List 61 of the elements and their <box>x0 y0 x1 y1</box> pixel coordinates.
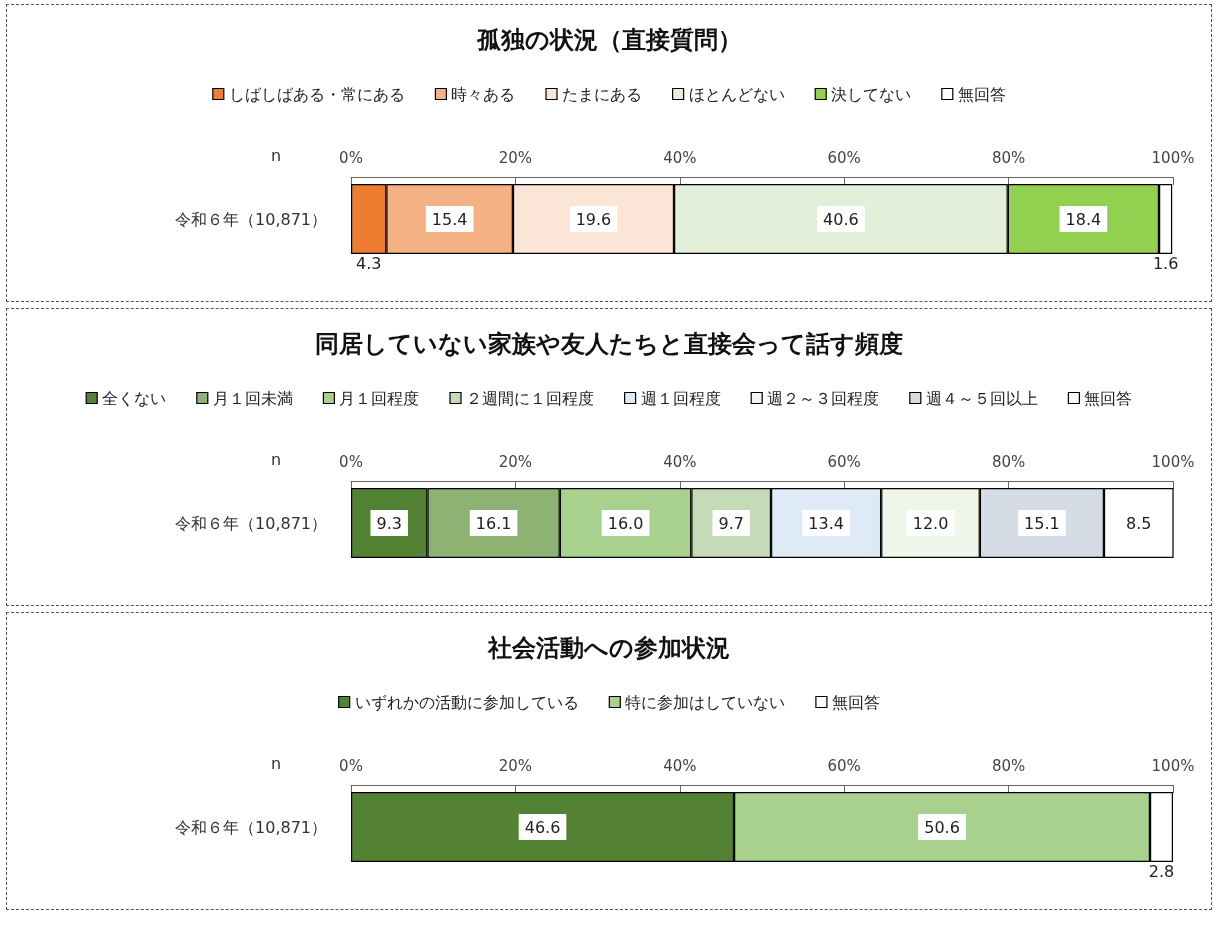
legend-label: ほとんどない <box>688 84 785 104</box>
legend-label: 週４～５回以上 <box>925 388 1038 408</box>
x-tick-label: 20% <box>498 452 533 471</box>
legend-label: 全くない <box>102 388 167 408</box>
data-label: 16.0 <box>607 513 644 533</box>
y-axis-title: n <box>270 449 282 469</box>
data-label: 40.6 <box>823 209 859 229</box>
data-label: 9.7 <box>718 513 744 533</box>
x-tick-label: 20% <box>498 756 533 775</box>
data-label: 9.3 <box>376 513 402 533</box>
legend-label: 時々ある <box>451 84 516 104</box>
x-tick-label: 100% <box>1151 148 1195 167</box>
y-tick-label: 令和６年（10,871） <box>175 817 327 837</box>
data-label: 12.0 <box>912 513 949 533</box>
legend-label: 月１回未満 <box>212 388 293 408</box>
x-tick-label: 60% <box>827 148 861 167</box>
data-label: 2.8 <box>1148 861 1175 881</box>
data-label: 50.6 <box>924 817 960 837</box>
data-label: 15.1 <box>1024 513 1060 533</box>
data-label: 8.5 <box>1126 513 1152 533</box>
chart-title: 同居していない家族や友人たちと直接会って話す頻度 <box>315 330 903 358</box>
legend-label: たまにある <box>562 84 642 104</box>
data-label: 4.3 <box>355 253 382 273</box>
chart-title: 孤独の状況（直接質問） <box>475 26 742 54</box>
x-tick-label: 40% <box>663 756 697 775</box>
x-tick-label: 40% <box>663 452 697 471</box>
legend-label: 週１回程度 <box>640 388 721 408</box>
legend-label: 特に参加はしていない <box>625 692 786 712</box>
y-tick-label: 令和６年（10,871） <box>175 209 327 229</box>
x-tick-label: 80% <box>991 756 1026 775</box>
x-tick-label: 60% <box>827 452 861 471</box>
legend-label: しばしばある・常にある <box>228 84 405 104</box>
data-label: 18.4 <box>1065 209 1102 229</box>
y-tick-label: 令和６年（10,871） <box>175 513 327 533</box>
data-label: 1.6 <box>1152 253 1179 273</box>
legend-label: 週２～３回程度 <box>767 388 880 408</box>
x-tick-label: 0% <box>339 452 363 471</box>
x-tick-label: 80% <box>991 148 1026 167</box>
data-label: 13.4 <box>808 513 844 533</box>
legend-label: 月１回程度 <box>339 388 420 408</box>
data-label: 19.6 <box>575 209 612 229</box>
x-tick-label: 0% <box>339 756 363 775</box>
x-tick-label: 40% <box>663 148 697 167</box>
x-tick-label: 0% <box>339 148 363 167</box>
x-tick-label: 100% <box>1151 452 1195 471</box>
legend-label: 無回答 <box>1084 388 1133 408</box>
y-axis-title: n <box>270 753 282 773</box>
chart-title: 社会活動への参加状況 <box>487 634 730 662</box>
x-tick-label: 100% <box>1151 756 1195 775</box>
legend-label: 無回答 <box>831 692 880 712</box>
legend-label: いずれかの活動に参加している <box>354 692 579 712</box>
x-tick-label: 80% <box>991 452 1026 471</box>
y-axis-title: n <box>270 145 282 165</box>
x-tick-label: 20% <box>498 148 533 167</box>
legend-label: 決してない <box>831 84 912 104</box>
x-tick-label: 60% <box>827 756 861 775</box>
legend-label: ２週間に１回程度 <box>466 388 594 408</box>
data-label: 46.6 <box>524 817 561 837</box>
data-label: 16.1 <box>475 513 512 533</box>
data-label: 15.4 <box>431 209 468 229</box>
legend-label: 無回答 <box>957 84 1006 104</box>
